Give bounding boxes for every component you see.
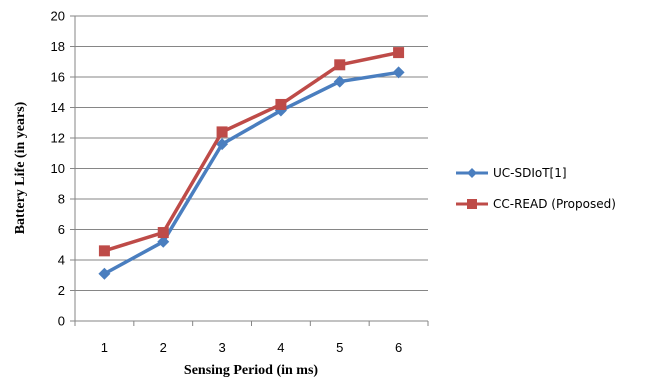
series-2 bbox=[98, 47, 405, 257]
data-point bbox=[98, 245, 110, 257]
legend-marker-cc-read bbox=[467, 199, 477, 209]
legend-label-cc-read: CC-READ (Proposed) bbox=[493, 197, 616, 211]
y-tick-label: 18 bbox=[51, 39, 65, 54]
y-tick-label: 16 bbox=[51, 70, 65, 85]
y-tick-label: 6 bbox=[58, 222, 65, 237]
x-tick-label: 5 bbox=[336, 340, 343, 355]
gridlines bbox=[70, 15, 429, 326]
y-axis-label: Battery Life (in years) bbox=[13, 101, 28, 234]
x-tick-label: 2 bbox=[160, 340, 167, 355]
legend-marker-uc-sdiot bbox=[467, 168, 477, 178]
axes bbox=[74, 16, 428, 322]
y-tick-label: 4 bbox=[58, 253, 65, 268]
x-tick-label: 3 bbox=[218, 340, 225, 355]
data-point bbox=[392, 66, 405, 79]
y-tick-label: 2 bbox=[58, 283, 65, 298]
y-tick-label: 8 bbox=[58, 192, 65, 207]
y-tick-labels: 0 2 4 6 8 10 12 14 16 18 20 bbox=[51, 9, 65, 329]
legend-entry-uc-sdiot: UC-SDIoT[1] bbox=[456, 166, 567, 180]
data-point bbox=[216, 126, 228, 138]
x-tick-label: 4 bbox=[277, 340, 284, 355]
series-1 bbox=[98, 66, 405, 280]
data-point bbox=[275, 98, 287, 110]
x-axis-label: Sensing Period (in ms) bbox=[184, 363, 319, 378]
data-point bbox=[216, 138, 229, 151]
data-point bbox=[157, 235, 170, 248]
series-line bbox=[103, 70, 399, 276]
data-point bbox=[333, 75, 346, 88]
x-tick-label: 6 bbox=[395, 340, 402, 355]
x-tick-labels: 1 2 3 4 5 6 bbox=[101, 340, 402, 355]
x-tick-label: 1 bbox=[101, 340, 108, 355]
data-point bbox=[334, 59, 346, 71]
series-group bbox=[98, 47, 405, 280]
y-tick-label: 0 bbox=[58, 314, 65, 329]
series-line bbox=[103, 50, 399, 253]
data-point bbox=[393, 47, 405, 59]
y-tick-label: 14 bbox=[51, 100, 65, 115]
y-tick-label: 10 bbox=[51, 161, 65, 176]
data-point bbox=[98, 267, 111, 280]
y-tick-label: 20 bbox=[51, 9, 65, 24]
y-tick-label: 12 bbox=[51, 131, 65, 146]
legend: UC-SDIoT[1] CC-READ (Proposed) bbox=[456, 166, 616, 211]
data-point bbox=[157, 227, 169, 239]
legend-label-uc-sdiot: UC-SDIoT[1] bbox=[493, 166, 567, 180]
legend-entry-cc-read: CC-READ (Proposed) bbox=[456, 197, 616, 211]
